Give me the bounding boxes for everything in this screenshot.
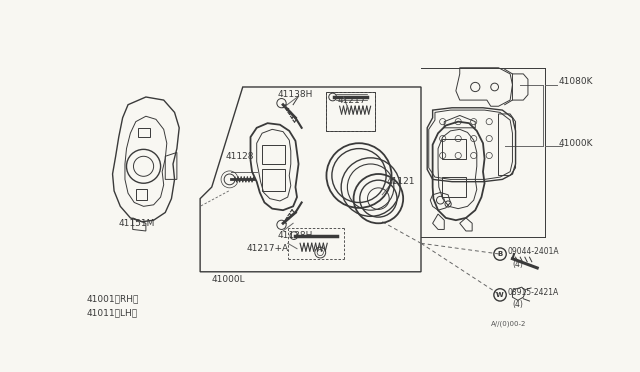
Text: 41138H: 41138H (278, 231, 313, 240)
Text: (4): (4) (513, 260, 524, 269)
Text: 41001〈RH〉: 41001〈RH〉 (86, 294, 139, 303)
Text: 41128: 41128 (226, 152, 254, 161)
Text: W: W (496, 292, 504, 298)
Text: 41217: 41217 (337, 96, 366, 105)
Text: A//(0)00-2: A//(0)00-2 (491, 320, 526, 327)
Text: 41138H: 41138H (278, 90, 313, 99)
Text: 41080K: 41080K (559, 77, 593, 86)
Text: 41000L: 41000L (212, 275, 245, 284)
Text: 08915-2421A: 08915-2421A (508, 288, 559, 297)
Text: 41217+A: 41217+A (246, 244, 289, 253)
Text: 41121: 41121 (386, 177, 415, 186)
Text: 41151M: 41151M (119, 219, 155, 228)
Text: B: B (497, 251, 502, 257)
Text: 41011〈LH〉: 41011〈LH〉 (86, 308, 138, 317)
FancyBboxPatch shape (80, 45, 576, 331)
Text: (4): (4) (513, 301, 524, 310)
Text: 09044-2401A: 09044-2401A (508, 247, 559, 256)
Text: 41000K: 41000K (559, 139, 593, 148)
